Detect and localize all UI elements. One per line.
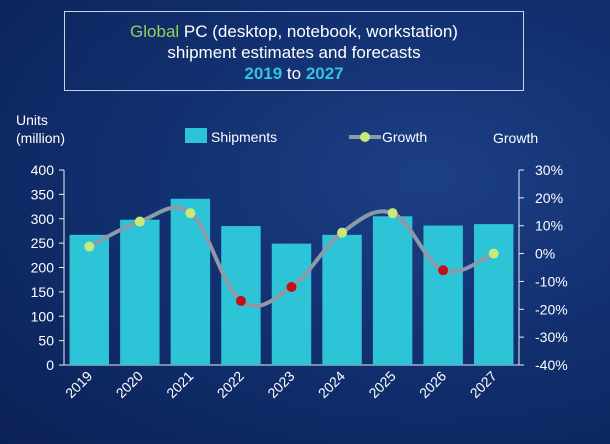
left-axis-title-line-2: (million)	[16, 130, 65, 146]
title-line-1-rest: PC (desktop, notebook, workstation)	[179, 22, 458, 41]
right-tick-label: 20%	[535, 190, 563, 206]
bar-shipments-2023	[271, 243, 312, 365]
title-line-1: Global PC (desktop, notebook, workstatio…	[65, 21, 523, 42]
title-line-3: 2019 to 2027	[65, 63, 523, 84]
chart-title: Global PC (desktop, notebook, workstatio…	[64, 11, 524, 91]
growth-point-2021	[185, 208, 196, 219]
bar-shipments-2027	[474, 224, 514, 365]
growth-point-2019	[84, 241, 95, 252]
left-tick-label: 0	[46, 357, 54, 373]
bar-shipments-2022	[221, 226, 261, 365]
right-tick-label: -40%	[535, 357, 568, 373]
x-tick-label: 2024	[315, 368, 348, 401]
title-to: to	[282, 64, 306, 83]
growth-point-2020	[134, 216, 145, 227]
right-tick-label: -30%	[535, 329, 568, 345]
bar-shipments-2021	[170, 198, 211, 365]
left-tick-label: 200	[31, 260, 55, 276]
right-tick-label: 0%	[535, 246, 555, 262]
bar-shipments-2025	[372, 216, 413, 365]
left-tick-label: 50	[38, 333, 54, 349]
bar-shipments-2026	[423, 225, 463, 365]
left-tick-label: 400	[31, 162, 55, 178]
growth-point-2026	[438, 265, 449, 276]
right-axis-title: Growth	[493, 130, 539, 146]
right-tick-label: 10%	[535, 218, 563, 234]
growth-point-2022	[235, 295, 246, 306]
legend-growth-label: Growth	[382, 129, 427, 145]
growth-point-2027	[488, 248, 499, 259]
growth-point-2023	[286, 282, 297, 292]
legend-shipments-swatch	[185, 128, 207, 143]
legend-shipments-label: Shipments	[211, 129, 277, 145]
x-tick-label: 2026	[416, 368, 449, 401]
title-year-end: 2027	[305, 64, 344, 83]
left-tick-label: 150	[31, 284, 55, 300]
right-tick-label: -20%	[535, 301, 568, 317]
legend-growth-marker	[360, 132, 370, 142]
left-axis-title-line-1: Units	[16, 112, 48, 128]
title-year-start: 2019	[244, 64, 283, 83]
bar-shipments-2024	[322, 234, 362, 365]
left-tick-label: 100	[31, 308, 55, 324]
x-tick-label: 2019	[62, 368, 95, 401]
x-tick-label: 2022	[214, 368, 247, 401]
growth-point-2025	[387, 208, 398, 219]
title-global: Global	[130, 22, 180, 41]
left-tick-label: 250	[31, 235, 55, 251]
right-tick-label: -10%	[535, 273, 568, 289]
right-tick-label: 30%	[535, 162, 563, 178]
left-tick-label: 350	[31, 186, 55, 202]
growth-point-2024	[337, 227, 348, 238]
x-tick-label: 2025	[365, 368, 398, 401]
x-tick-label: 2027	[466, 368, 499, 401]
x-tick-label: 2023	[264, 368, 297, 401]
title-line-2: shipment estimates and forecasts	[167, 43, 421, 62]
left-tick-label: 300	[31, 211, 55, 227]
bar-shipments-2019	[69, 234, 109, 365]
x-tick-label: 2021	[163, 368, 196, 401]
bar-shipments-2020	[120, 219, 160, 365]
x-tick-label: 2020	[113, 368, 146, 401]
